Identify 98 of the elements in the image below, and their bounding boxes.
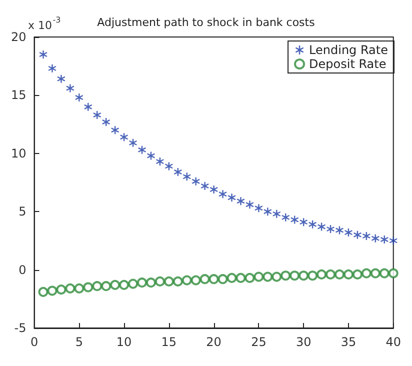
point	[244, 272, 255, 283]
point	[290, 216, 299, 224]
point	[388, 268, 398, 278]
point	[208, 274, 219, 284]
point	[352, 269, 362, 280]
point	[74, 283, 84, 294]
point	[92, 281, 102, 292]
point	[371, 234, 380, 242]
x-tick-label: 10	[116, 335, 132, 349]
point	[119, 280, 130, 290]
y-tick-label: -5	[14, 321, 26, 335]
x-tick-label: 40	[386, 335, 402, 349]
point	[39, 50, 48, 58]
point	[326, 269, 336, 280]
point	[389, 236, 398, 245]
point	[290, 270, 300, 281]
point	[182, 172, 191, 181]
y-tick-label: 5	[18, 204, 26, 219]
point	[200, 274, 210, 284]
point	[120, 133, 128, 142]
chart-title: Adjustment path to shock in bank costs	[97, 16, 316, 29]
x-tick-label: 5	[75, 335, 83, 349]
point	[172, 276, 183, 286]
point	[344, 228, 352, 237]
point	[361, 268, 372, 278]
point	[38, 286, 48, 297]
point	[154, 276, 165, 286]
point	[353, 230, 362, 239]
point	[128, 278, 138, 289]
legend-label: Lending Rate	[309, 43, 388, 57]
x-tick-label: 15	[161, 335, 177, 349]
point	[156, 158, 164, 166]
point	[83, 282, 94, 292]
x-tick-label: 25	[251, 335, 266, 349]
point	[318, 222, 326, 231]
point	[146, 152, 155, 160]
point	[137, 278, 147, 288]
point	[326, 225, 335, 234]
point	[272, 272, 282, 282]
point	[343, 269, 354, 280]
point	[298, 270, 309, 281]
point	[308, 220, 317, 228]
point	[316, 269, 327, 280]
point	[336, 226, 344, 234]
point	[66, 84, 74, 92]
point	[164, 162, 173, 170]
point	[190, 275, 201, 286]
legend-label: Deposit Rate	[309, 57, 386, 71]
point	[57, 74, 66, 83]
point	[370, 268, 380, 278]
point	[93, 110, 102, 119]
x-tick-label: 0	[30, 335, 38, 349]
point	[300, 218, 308, 226]
point	[246, 200, 254, 209]
point	[111, 126, 120, 134]
point	[101, 281, 112, 292]
point	[146, 278, 156, 288]
point	[164, 276, 174, 286]
y-tick-label: 15	[10, 88, 26, 102]
point	[264, 208, 272, 216]
point	[254, 272, 264, 282]
point	[236, 197, 245, 206]
point	[379, 268, 390, 278]
x-tick-label: 30	[296, 335, 312, 349]
point	[75, 94, 84, 102]
point	[65, 283, 76, 294]
point	[192, 177, 200, 186]
point	[272, 210, 281, 218]
point	[129, 138, 138, 147]
point	[218, 274, 228, 284]
point	[47, 286, 58, 296]
point	[174, 168, 182, 176]
point	[56, 284, 66, 295]
point	[236, 272, 246, 283]
point	[218, 190, 227, 198]
point	[254, 204, 263, 212]
point	[262, 272, 273, 282]
point	[210, 185, 218, 194]
y-tick-label: 10	[10, 146, 26, 160]
point	[308, 270, 318, 281]
point	[334, 269, 344, 280]
point	[48, 64, 56, 72]
point	[200, 182, 209, 190]
point	[280, 270, 291, 281]
x-tick-label: 20	[206, 335, 222, 349]
point	[362, 232, 370, 240]
point	[380, 236, 388, 244]
y-tick-label: 0	[18, 262, 26, 277]
point	[84, 102, 92, 111]
point	[228, 194, 236, 202]
x-tick-label: 35	[340, 335, 356, 349]
y-tick-label: 20	[10, 30, 26, 44]
point	[182, 275, 192, 286]
point	[226, 272, 237, 283]
point	[282, 213, 290, 222]
point	[102, 118, 110, 126]
point	[110, 280, 120, 290]
point	[138, 146, 146, 154]
